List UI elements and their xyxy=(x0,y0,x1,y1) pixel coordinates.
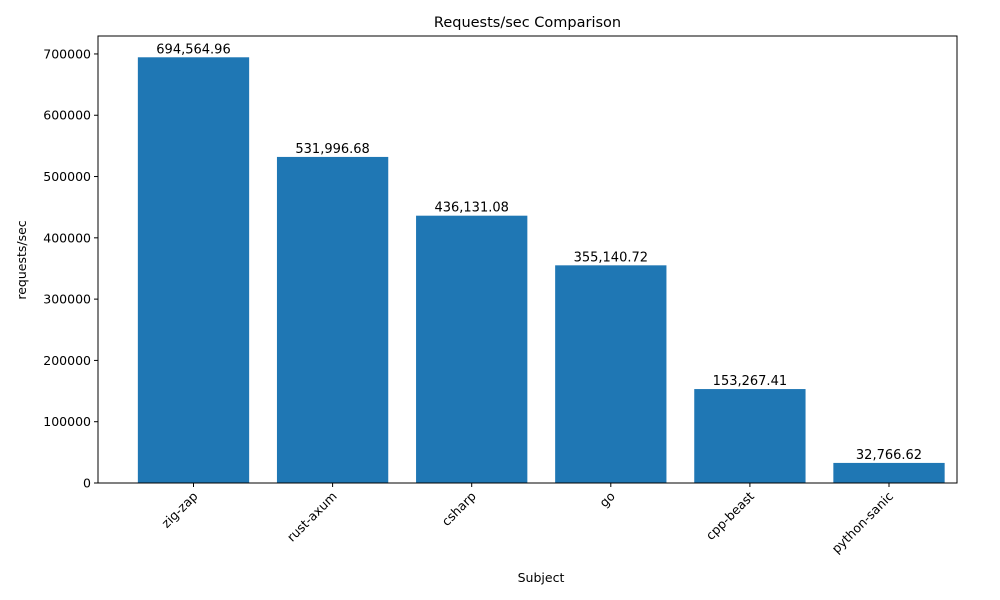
y-tick-label: 400000 xyxy=(43,230,91,245)
bar-go xyxy=(555,265,667,483)
bar-cpp-beast xyxy=(694,389,806,483)
y-tick-label: 100000 xyxy=(43,414,91,429)
chart-title: Requests/sec Comparison xyxy=(434,15,621,31)
y-tick-label: 600000 xyxy=(43,108,91,123)
y-tick-label: 0 xyxy=(83,476,91,491)
x-axis-label: Subject xyxy=(518,570,565,585)
data-label: 153,267.41 xyxy=(713,374,787,389)
data-label: 32,766.62 xyxy=(856,448,922,463)
y-axis-label: requests/sec xyxy=(14,220,29,299)
bar-python-sanic xyxy=(833,462,945,483)
bar-zig-zap xyxy=(137,57,250,484)
data-label: 355,140.72 xyxy=(574,250,648,265)
plot-frame xyxy=(97,35,958,484)
data-label: 531,996.68 xyxy=(295,142,369,157)
data-label: 694,564.96 xyxy=(156,42,230,57)
y-tick-label: 200000 xyxy=(43,353,91,368)
y-tick-label: 300000 xyxy=(43,292,91,307)
y-tick-label: 500000 xyxy=(43,169,91,184)
data-label: 436,131.08 xyxy=(434,201,508,216)
bar-csharp xyxy=(416,215,528,484)
y-tick-label: 700000 xyxy=(43,46,91,61)
bar-rust-axum xyxy=(276,156,389,484)
